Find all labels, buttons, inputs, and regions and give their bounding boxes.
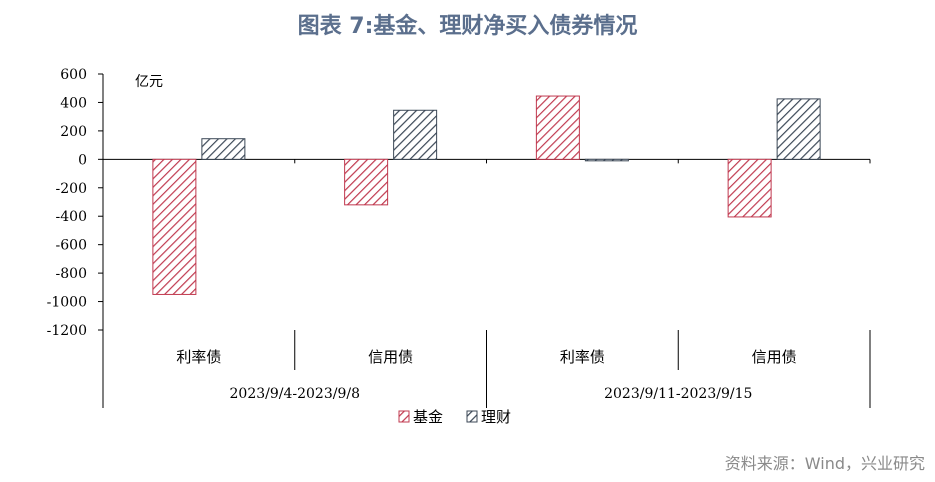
y-tick-label: 0 — [78, 152, 87, 168]
legend-swatch-理财 — [466, 410, 478, 423]
bar-理财-3 — [584, 158, 629, 162]
bar-理财-4 — [776, 98, 821, 160]
x-category-label: 利率债 — [560, 348, 605, 366]
x-group-label: 2023/9/11-2023/9/15 — [604, 386, 752, 402]
bar-基金-3 — [535, 95, 580, 160]
y-unit-label: 亿元 — [135, 74, 163, 90]
y-tick-label: -600 — [56, 238, 87, 254]
legend-label-基金: 基金 — [413, 408, 443, 426]
y-tick-label: 400 — [60, 95, 87, 111]
bar-理财-2 — [393, 109, 438, 160]
y-tick-label: -400 — [56, 209, 87, 225]
chart-title: 图表 7:基金、理财净买入债券情况 — [297, 14, 638, 39]
bar-基金-4 — [727, 158, 772, 218]
legend-swatch-基金 — [398, 410, 410, 423]
y-tick-label: -800 — [56, 266, 87, 282]
legend-label-理财: 理财 — [481, 408, 511, 426]
x-category-label: 利率债 — [176, 348, 221, 366]
source-note: 资料来源：Wind，兴业研究 — [724, 454, 925, 473]
y-tick-label: 600 — [60, 67, 87, 83]
y-tick-label: -1200 — [47, 323, 87, 339]
y-tick-label: 200 — [60, 124, 87, 140]
bar-理财-1 — [201, 138, 246, 160]
y-tick-label: -1000 — [47, 295, 87, 311]
x-group-label: 2023/9/4-2023/9/8 — [230, 386, 360, 402]
bar-基金-1 — [152, 158, 197, 295]
x-category-label: 信用债 — [368, 348, 413, 366]
bar-基金-2 — [344, 158, 389, 206]
y-tick-label: -200 — [56, 181, 87, 197]
x-category-label: 信用债 — [752, 348, 797, 366]
